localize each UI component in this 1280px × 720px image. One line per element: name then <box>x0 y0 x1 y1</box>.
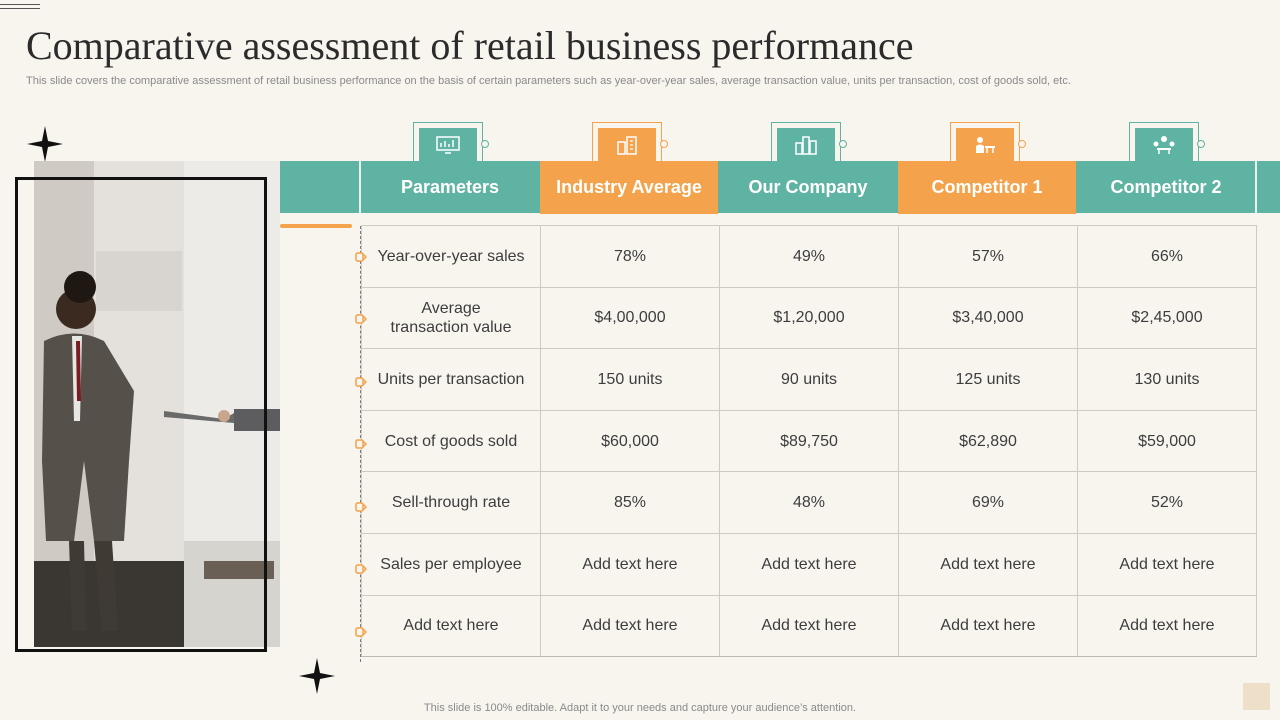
table-row: Sales per employee Add text here Add tex… <box>361 532 1257 596</box>
value-cell: 130 units <box>1077 348 1257 411</box>
sparkle-star-icon <box>297 656 337 696</box>
value-cell: $89,750 <box>719 409 899 473</box>
monitor-chart-icon <box>413 122 489 162</box>
value-cell: 125 units <box>898 348 1078 411</box>
table-row: Average transaction value $4,00,000 $1,2… <box>361 286 1257 350</box>
corner-accent-box <box>1243 683 1270 710</box>
value-cell: Add text here <box>898 532 1078 596</box>
parameter-cell: Units per transaction <box>361 348 541 411</box>
parameter-cell: Year-over-year sales <box>361 225 541 288</box>
header-divider <box>1255 161 1257 213</box>
city-icon <box>771 122 847 162</box>
table-row: Year-over-year sales 78% 49% 57% 66% <box>361 225 1257 288</box>
row-bullet-icon <box>355 501 367 513</box>
value-cell: 90 units <box>719 348 899 411</box>
person-desk-icon <box>950 122 1026 162</box>
header-industry-average: Industry Average <box>540 161 718 214</box>
table-row: Add text here Add text here Add text her… <box>361 594 1257 658</box>
parameter-cell: Add text here <box>361 594 541 658</box>
value-cell: 66% <box>1077 225 1257 288</box>
value-cell: $4,00,000 <box>540 286 720 350</box>
row-bullet-icon <box>355 563 367 575</box>
value-cell: $1,20,000 <box>719 286 899 350</box>
table-row: Cost of goods sold $60,000 $89,750 $62,8… <box>361 409 1257 473</box>
value-cell: 48% <box>719 471 899 534</box>
header-band <box>280 161 1280 213</box>
value-cell: 69% <box>898 471 1078 534</box>
header-parameters: Parameters <box>400 176 500 197</box>
header-divider <box>359 161 361 213</box>
value-cell: Add text here <box>1077 594 1257 658</box>
row-bullet-icon <box>355 626 367 638</box>
page-title: Comparative assessment of retail busines… <box>26 23 914 68</box>
value-cell: 78% <box>540 225 720 288</box>
footer-note: This slide is 100% editable. Adapt it to… <box>423 702 857 714</box>
value-cell: 52% <box>1077 471 1257 534</box>
parameter-cell: Cost of goods sold <box>361 409 541 473</box>
parameter-cell: Sales per employee <box>361 532 541 596</box>
value-cell: 150 units <box>540 348 720 411</box>
header-our-company: Our Company <box>748 176 868 197</box>
value-cell: Add text here <box>540 594 720 658</box>
header-competitor-2: Competitor 2 <box>1110 176 1222 197</box>
value-cell: $62,890 <box>898 409 1078 473</box>
parameter-cell: Average transaction value <box>361 286 541 350</box>
parameter-cell: Sell-through rate <box>361 471 541 534</box>
value-cell: Add text here <box>1077 532 1257 596</box>
value-cell: Add text here <box>719 594 899 658</box>
value-cell: 57% <box>898 225 1078 288</box>
value-cell: Add text here <box>719 532 899 596</box>
corner-decoration <box>0 4 40 14</box>
value-cell: $2,45,000 <box>1077 286 1257 350</box>
photo-frame <box>15 177 267 652</box>
accent-line <box>280 224 352 228</box>
value-cell: Add text here <box>540 532 720 596</box>
row-bullet-icon <box>355 438 367 450</box>
value-cell: $59,000 <box>1077 409 1257 473</box>
header-competitor-1: Competitor 1 <box>898 161 1076 214</box>
table-row: Units per transaction 150 units 90 units… <box>361 348 1257 411</box>
table-row: Sell-through rate 85% 48% 69% 52% <box>361 471 1257 534</box>
buildings-icon <box>592 122 668 162</box>
row-bullet-icon <box>355 376 367 388</box>
value-cell: 49% <box>719 225 899 288</box>
page-subtitle: This slide covers the comparative assess… <box>26 75 1071 87</box>
value-cell: $60,000 <box>540 409 720 473</box>
row-bullet-icon <box>355 251 367 263</box>
sparkle-star-icon <box>25 124 65 164</box>
value-cell: Add text here <box>898 594 1078 658</box>
row-bullet-icon <box>355 313 367 325</box>
value-cell: 85% <box>540 471 720 534</box>
value-cell: $3,40,000 <box>898 286 1078 350</box>
comparison-table: Year-over-year sales 78% 49% 57% 66% Ave… <box>361 225 1257 658</box>
team-meeting-icon <box>1129 122 1205 162</box>
